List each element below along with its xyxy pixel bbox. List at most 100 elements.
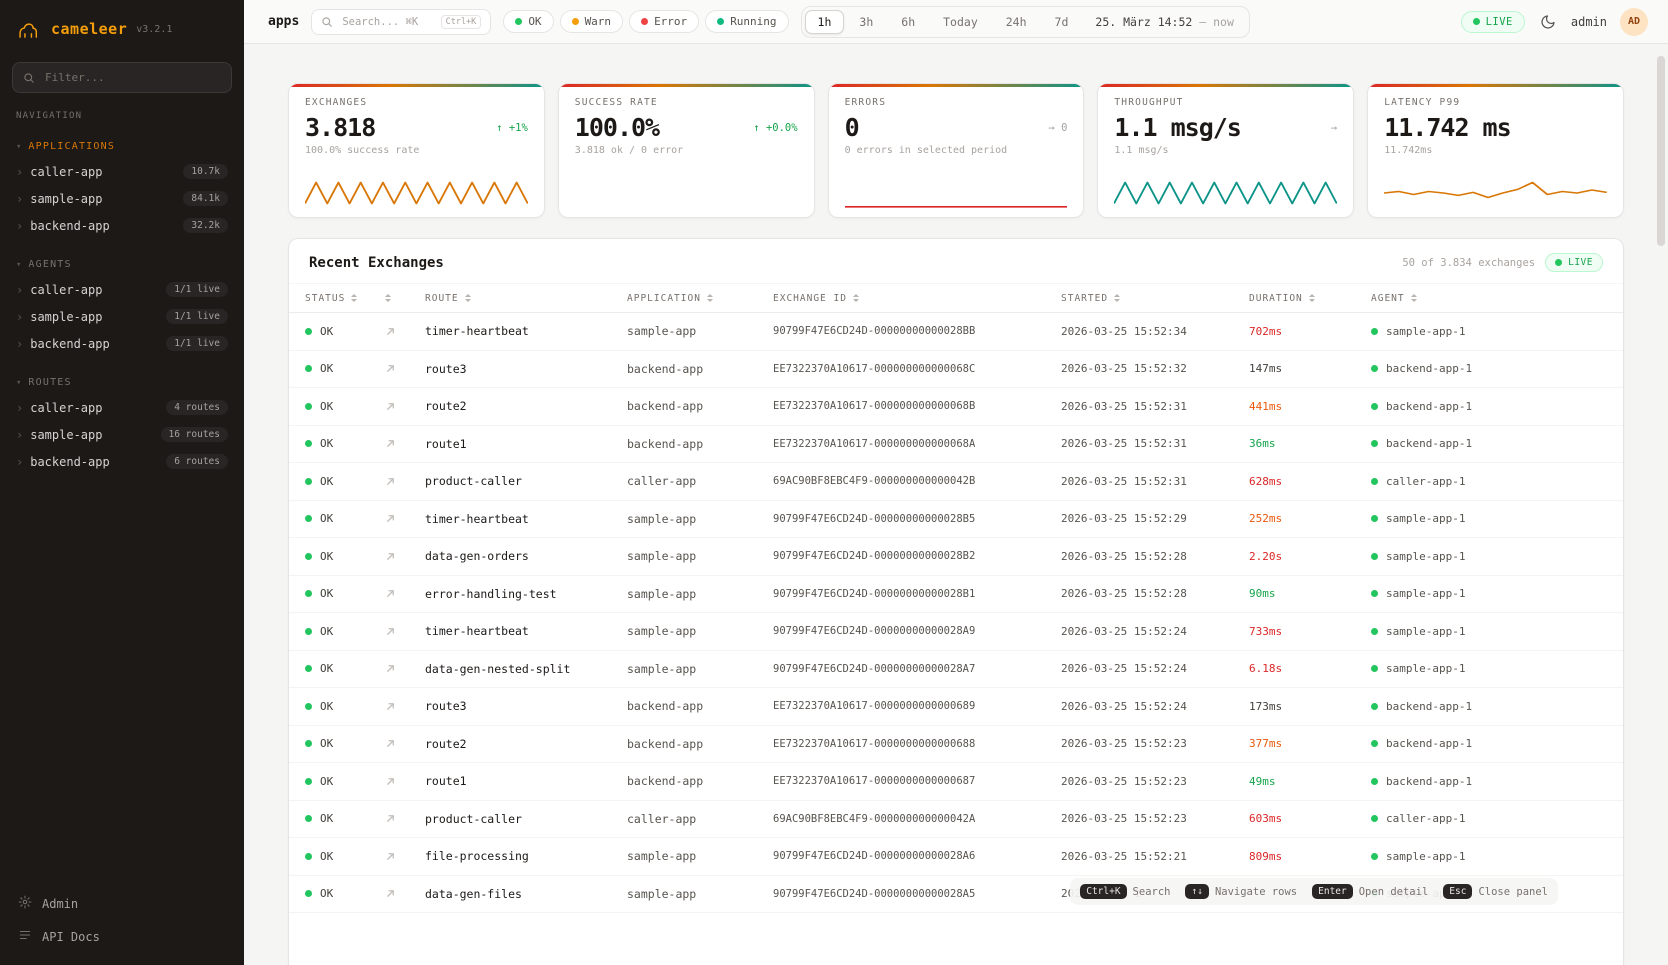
open-exchange-icon[interactable] — [385, 551, 425, 562]
scrollbar[interactable] — [1657, 50, 1665, 959]
open-exchange-icon[interactable] — [385, 851, 425, 862]
search-shortcut-badge: Ctrl+K — [440, 14, 482, 29]
open-exchange-icon[interactable] — [385, 776, 425, 787]
table-row[interactable]: OK timer-heartbeat sample-app 90799F47E6CD2… — [289, 501, 1623, 538]
open-exchange-icon[interactable] — [385, 626, 425, 637]
filter-chip-ok[interactable]: OK — [503, 10, 554, 33]
table-row[interactable]: OK route2 backend-app EE7322370A10617-00000… — [289, 726, 1623, 763]
started-cell: 2026-03-25 15:52:24 — [1061, 662, 1187, 676]
filter-chip-error[interactable]: Error — [629, 10, 700, 33]
triangle-down-icon — [464, 299, 471, 302]
open-exchange-icon[interactable] — [385, 438, 425, 449]
sidebar-footer-admin[interactable]: Admin — [18, 895, 226, 912]
sidebar-item-badge: 84.1k — [183, 191, 228, 206]
table-row[interactable]: OK error-handling-test sample-app 90799F47E… — [289, 576, 1623, 613]
sidebar-item-applications-caller-app[interactable]: › caller-app 10.7k — [8, 158, 236, 185]
range-1h[interactable]: 1h — [804, 9, 845, 34]
range-6h[interactable]: 6h — [888, 10, 928, 34]
range-3h[interactable]: 3h — [846, 10, 886, 34]
live-badge[interactable]: LIVE — [1545, 253, 1603, 272]
stat-card-delta: → — [1330, 121, 1338, 134]
open-exchange-icon[interactable] — [385, 401, 425, 412]
sidebar-item-agents-backend-app[interactable]: › backend-app 1/1 live — [8, 330, 236, 357]
route-cell: route3 — [425, 361, 467, 376]
application-cell: backend-app — [627, 736, 704, 751]
date-range-text[interactable]: 25. März 14:52 — now — [1083, 15, 1245, 29]
agent-dot — [1371, 627, 1378, 635]
open-exchange-icon[interactable] — [385, 738, 425, 749]
stat-card-label: EXCHANGES — [305, 97, 368, 108]
triangle-down-icon — [706, 299, 713, 302]
route-cell: route2 — [425, 736, 467, 751]
sidebar-item-applications-backend-app[interactable]: › backend-app 32.2k — [8, 212, 236, 239]
range-today[interactable]: Today — [930, 10, 991, 34]
open-exchange-icon[interactable] — [385, 513, 425, 524]
filter-chip-running[interactable]: Running — [705, 10, 789, 33]
avatar[interactable]: AD — [1620, 7, 1648, 36]
route-cell: timer-heartbeat — [425, 324, 529, 339]
agent-cell: sample-app-1 — [1371, 850, 1623, 863]
open-exchange-icon[interactable] — [385, 363, 425, 374]
table-row[interactable]: OK file-processing sample-app 90799F47E6CD2… — [289, 838, 1623, 876]
stat-card-delta: ↑ +0.0% — [753, 121, 798, 134]
theme-toggle-button[interactable] — [1538, 12, 1558, 32]
column-header-open[interactable] — [385, 294, 425, 302]
table-row[interactable]: OK data-gen-orders sample-app 90799F47E6CD2… — [289, 538, 1623, 576]
status-label: OK — [320, 399, 334, 413]
table-row[interactable]: OK data-gen-nested-split sample-app 90799F4… — [289, 651, 1623, 688]
sidebar-item-routes-sample-app[interactable]: › sample-app 16 routes — [8, 421, 236, 448]
stat-card-errors: ERRORS 0 → 0 0 errors in selected period — [827, 83, 1085, 218]
filter-input[interactable] — [43, 70, 221, 85]
range-7d[interactable]: 7d — [1042, 10, 1082, 34]
sidebar-section-header-applications[interactable]: ▾ APPLICATIONS — [8, 137, 236, 158]
column-header-application[interactable]: APPLICATION — [627, 293, 773, 304]
sidebar-item-routes-caller-app[interactable]: › caller-app 4 routes — [8, 394, 236, 421]
agent-cell: sample-app-1 — [1371, 550, 1623, 563]
sidebar-sections: ▾ APPLICATIONS › caller-app 10.7k › sample-app… — [0, 121, 244, 475]
status-label: OK — [320, 362, 334, 376]
open-exchange-icon[interactable] — [385, 476, 425, 487]
filter-chip-warn[interactable]: Warn — [559, 10, 624, 33]
column-header-agent[interactable]: AGENT — [1371, 293, 1623, 304]
table-row[interactable]: OK route2 backend-app EE7322370A10617-00000… — [289, 388, 1623, 426]
table-row[interactable]: OK route3 backend-app EE7322370A10617-00000… — [289, 351, 1623, 388]
started-cell: 2026-03-25 15:52:31 — [1061, 474, 1187, 488]
open-exchange-icon[interactable] — [385, 813, 425, 824]
column-header-duration[interactable]: DURATION — [1249, 293, 1371, 304]
open-exchange-icon[interactable] — [385, 701, 425, 712]
table-row[interactable]: OK route1 backend-app EE7322370A10617-00000… — [289, 426, 1623, 463]
sidebar-item-agents-caller-app[interactable]: › caller-app 1/1 live — [8, 276, 236, 303]
agent-dot — [1371, 590, 1378, 598]
table-row[interactable]: OK timer-heartbeat sample-app 90799F47E6CD2… — [289, 613, 1623, 651]
sidebar-footer-api-docs[interactable]: API Docs — [18, 928, 226, 945]
sidebar-section-header-routes[interactable]: ▾ ROUTES — [8, 373, 236, 394]
sidebar-item-agents-sample-app[interactable]: › sample-app 1/1 live — [8, 303, 236, 330]
open-exchange-icon[interactable] — [385, 588, 425, 599]
table-row[interactable]: OK product-caller caller-app 69AC90BF8EBC4F… — [289, 801, 1623, 838]
table-row[interactable]: OK route3 backend-app EE7322370A10617-00000… — [289, 688, 1623, 726]
duration-cell: 441ms — [1249, 399, 1283, 413]
table-row[interactable]: OK product-caller caller-app 69AC90BF8EBC4F… — [289, 463, 1623, 501]
sidebar-item-applications-sample-app[interactable]: › sample-app 84.1k — [8, 185, 236, 212]
column-header-status[interactable]: STATUS — [289, 293, 385, 304]
column-header-route[interactable]: ROUTE — [425, 293, 627, 304]
logo[interactable]: cameleer v3.2.1 — [0, 0, 244, 54]
live-badge[interactable]: LIVE — [1460, 10, 1525, 33]
scrollbar-thumb[interactable] — [1657, 56, 1665, 246]
open-exchange-icon[interactable] — [385, 663, 425, 674]
open-exchange-icon[interactable] — [385, 326, 425, 337]
sidebar-item-routes-backend-app[interactable]: › backend-app 6 routes — [8, 448, 236, 475]
search-input[interactable] — [340, 14, 434, 29]
stat-card-exchanges: EXCHANGES 3.818 ↑ +1% 100.0% success rate — [288, 83, 545, 218]
sidebar-section-header-agents[interactable]: ▾ AGENTS — [8, 255, 236, 276]
exchange-id-cell: 90799F47E6CD24D-00000000000028B1 — [773, 587, 976, 600]
open-exchange-icon[interactable] — [385, 888, 425, 899]
range-24h[interactable]: 24h — [993, 10, 1040, 34]
column-header-started[interactable]: STARTED — [1061, 293, 1249, 304]
route-cell: timer-heartbeat — [425, 511, 529, 526]
table-row[interactable]: OK timer-heartbeat sample-app 90799F47E6CD2… — [289, 313, 1623, 351]
date-suffix: — now — [1199, 14, 1234, 29]
table-row[interactable]: OK route1 backend-app EE7322370A10617-00000… — [289, 763, 1623, 801]
column-header-exchange-id[interactable]: EXCHANGE ID — [773, 293, 1061, 304]
stat-card-value: 100.0% — [574, 113, 660, 142]
